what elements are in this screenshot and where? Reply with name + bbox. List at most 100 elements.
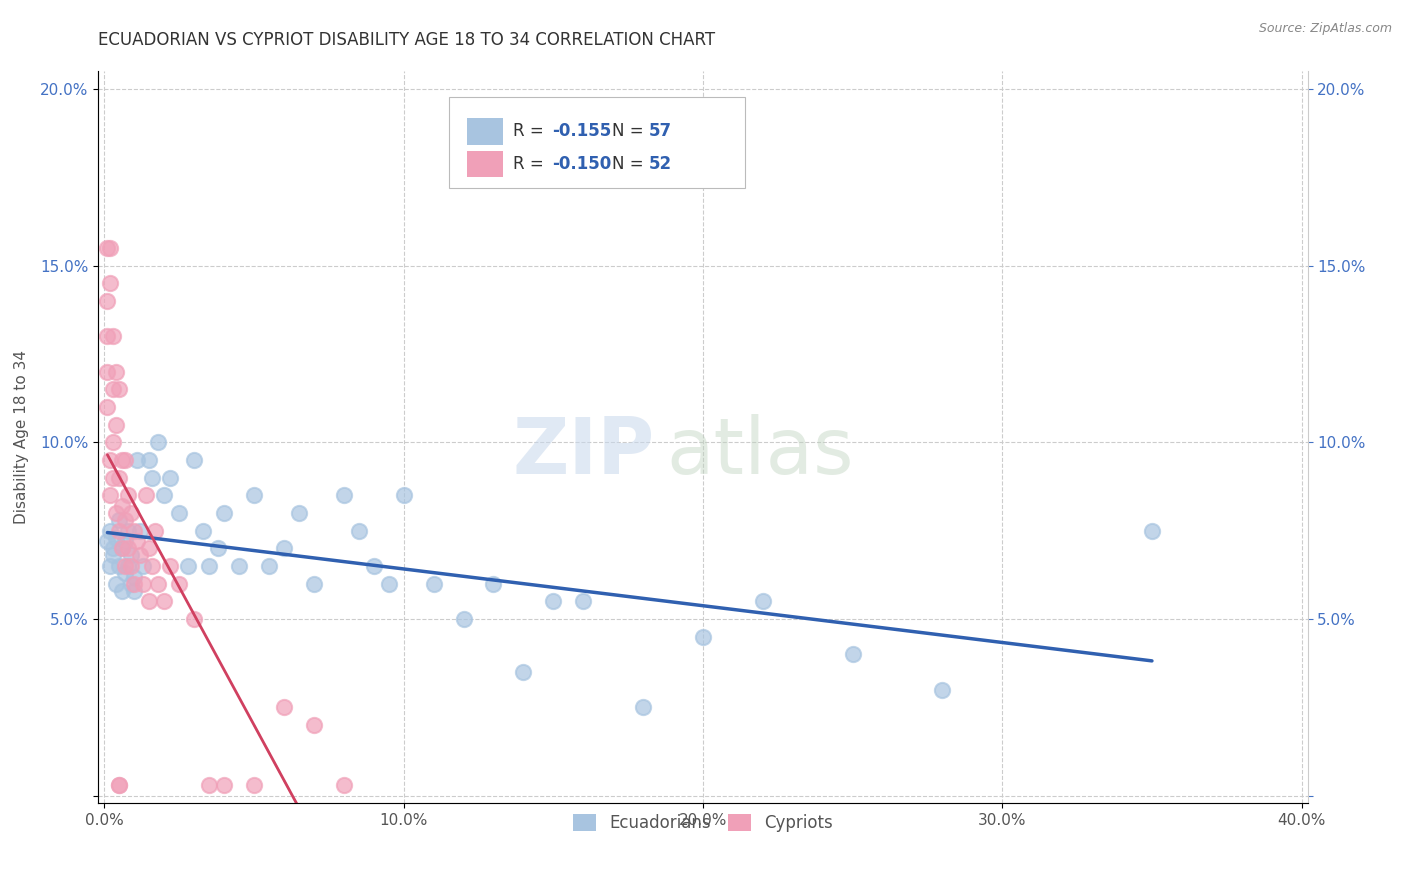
Point xyxy=(129,524,152,538)
Point xyxy=(105,365,128,379)
Point xyxy=(103,541,125,556)
FancyBboxPatch shape xyxy=(467,118,503,145)
Point xyxy=(183,612,205,626)
Point xyxy=(392,488,415,502)
Point xyxy=(96,534,118,549)
Point xyxy=(111,541,134,556)
Point xyxy=(103,329,125,343)
Point xyxy=(108,559,131,574)
Point xyxy=(96,293,118,308)
Point xyxy=(124,583,146,598)
Point xyxy=(108,524,131,538)
Point xyxy=(117,488,139,502)
Point xyxy=(103,549,125,563)
Point xyxy=(212,506,235,520)
Point xyxy=(100,488,122,502)
Point xyxy=(114,453,136,467)
Text: Source: ZipAtlas.com: Source: ZipAtlas.com xyxy=(1258,22,1392,36)
Point xyxy=(692,630,714,644)
Point xyxy=(141,471,163,485)
Point xyxy=(333,488,356,502)
Point xyxy=(117,524,139,538)
Point xyxy=(108,778,131,792)
Point xyxy=(243,778,266,792)
Point xyxy=(288,506,311,520)
Point xyxy=(114,566,136,581)
Point xyxy=(167,506,190,520)
Point xyxy=(111,583,134,598)
Point xyxy=(100,277,122,291)
Point xyxy=(103,383,125,397)
Point xyxy=(752,594,775,608)
Point xyxy=(129,549,152,563)
Point xyxy=(228,559,250,574)
Point xyxy=(103,471,125,485)
Point xyxy=(100,241,122,255)
Point xyxy=(931,682,953,697)
Point xyxy=(153,488,176,502)
Point xyxy=(363,559,385,574)
Point xyxy=(183,453,205,467)
Point xyxy=(1140,524,1163,538)
Text: 52: 52 xyxy=(648,155,672,173)
Point xyxy=(148,576,170,591)
Point xyxy=(111,453,134,467)
Point xyxy=(159,559,181,574)
Text: R =: R = xyxy=(513,155,550,173)
Point xyxy=(198,778,221,792)
Point xyxy=(96,365,118,379)
Point xyxy=(105,531,128,545)
Text: ZIP: ZIP xyxy=(512,414,655,490)
Point xyxy=(111,499,134,513)
Point xyxy=(124,524,146,538)
Text: N =: N = xyxy=(613,122,650,140)
Text: ECUADORIAN VS CYPRIOT DISABILITY AGE 18 TO 34 CORRELATION CHART: ECUADORIAN VS CYPRIOT DISABILITY AGE 18 … xyxy=(98,31,716,49)
Point xyxy=(108,383,131,397)
Point xyxy=(512,665,534,679)
Point xyxy=(132,576,155,591)
Text: -0.155: -0.155 xyxy=(551,122,612,140)
Point xyxy=(212,778,235,792)
Point xyxy=(124,576,146,591)
Point xyxy=(120,559,142,574)
Point xyxy=(148,435,170,450)
Point xyxy=(138,541,160,556)
FancyBboxPatch shape xyxy=(467,151,503,178)
Point xyxy=(257,559,280,574)
Point xyxy=(302,718,325,732)
Point xyxy=(159,471,181,485)
Legend: Ecuadorians, Cypriots: Ecuadorians, Cypriots xyxy=(567,807,839,838)
Point xyxy=(114,559,136,574)
Point xyxy=(207,541,229,556)
Text: N =: N = xyxy=(613,155,650,173)
Point xyxy=(631,700,654,714)
Point xyxy=(302,576,325,591)
Point xyxy=(841,648,863,662)
Point xyxy=(105,576,128,591)
Point xyxy=(132,559,155,574)
Text: 57: 57 xyxy=(648,122,672,140)
Point xyxy=(138,594,160,608)
Point xyxy=(177,559,200,574)
Point xyxy=(96,400,118,414)
Point xyxy=(572,594,595,608)
Point xyxy=(543,594,565,608)
Point xyxy=(100,559,122,574)
Point xyxy=(117,559,139,574)
Point xyxy=(117,541,139,556)
Point xyxy=(273,541,295,556)
Point xyxy=(153,594,176,608)
Point xyxy=(120,506,142,520)
Point xyxy=(243,488,266,502)
Point xyxy=(422,576,444,591)
Point xyxy=(108,513,131,527)
Point xyxy=(120,576,142,591)
Point xyxy=(377,576,399,591)
Point xyxy=(105,417,128,432)
Point xyxy=(108,778,131,792)
Point xyxy=(167,576,190,591)
Point xyxy=(198,559,221,574)
Point xyxy=(100,524,122,538)
Point xyxy=(193,524,215,538)
Point xyxy=(111,541,134,556)
